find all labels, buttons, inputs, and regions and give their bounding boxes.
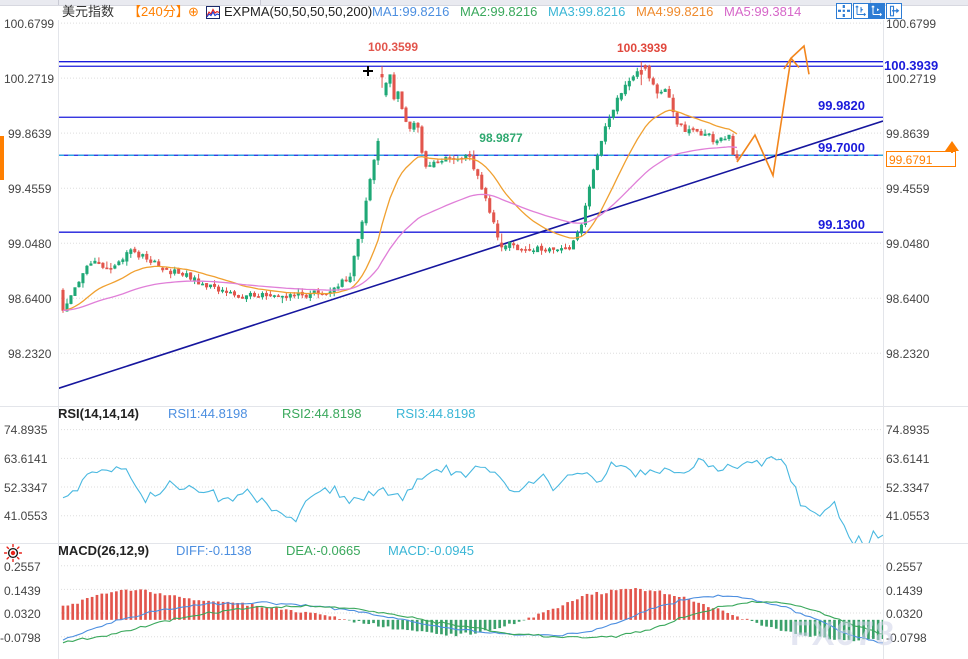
svg-text:100.3599: 100.3599 [368, 40, 418, 54]
svg-text:100.3939: 100.3939 [617, 41, 667, 55]
svg-text:99.7000: 99.7000 [818, 140, 865, 155]
svg-text:99.9820: 99.9820 [818, 98, 865, 113]
svg-text:99.1300: 99.1300 [818, 217, 865, 232]
svg-text:98.9877: 98.9877 [479, 131, 523, 145]
